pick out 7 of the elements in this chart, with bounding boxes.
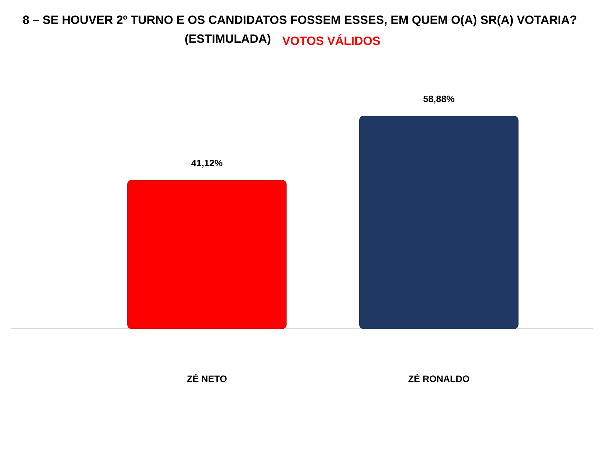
x-tick-label: ZÉ NETO [187,374,227,382]
data-label: 41,12% [192,160,223,168]
chart-title: 8 – SE HOUVER 2º TURNO E OS CANDIDATOS FOSSEM ESSES, EM QUEM O(A) SR(A) VOTARIA? [23,15,577,27]
x-tick-label: ZÉ RONALDO [408,374,470,382]
text: VOTOS VÁLIDOS [282,34,380,46]
data-label: 58,88% [424,96,455,104]
chart-subtitle: (ESTIMULADA) [185,34,271,46]
